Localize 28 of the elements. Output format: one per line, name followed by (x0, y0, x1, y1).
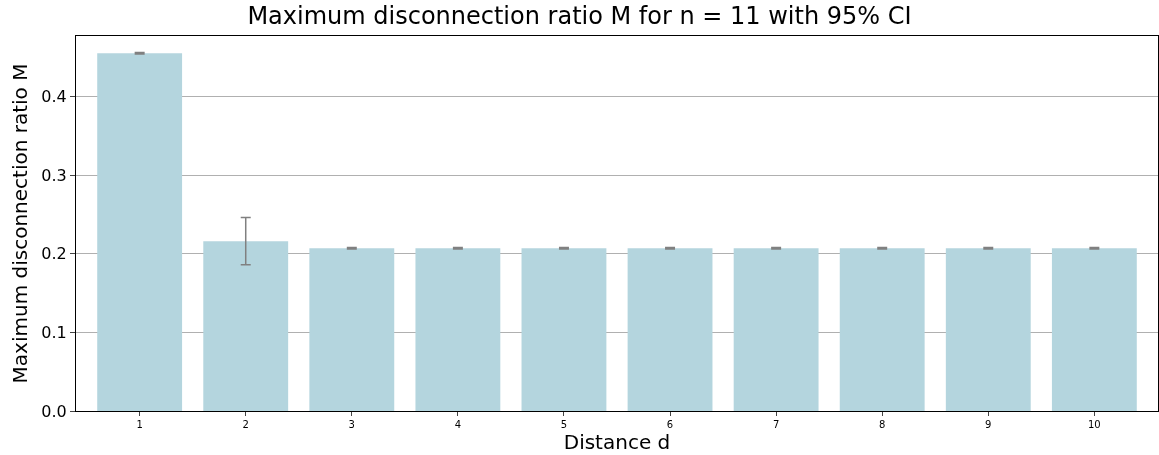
x-tick-label: 10 (1087, 419, 1101, 430)
x-tick-label: 1 (136, 419, 143, 430)
y-tick-label: 0.2 (41, 244, 67, 264)
bar (97, 53, 183, 411)
y-tick-label: 0.4 (41, 87, 67, 107)
y-axis-title: Maximum disconnection ratio M (7, 63, 32, 384)
x-axis-title: Distance d (563, 430, 671, 454)
bar (521, 248, 607, 411)
bar (415, 248, 501, 411)
x-tick-label: 6 (666, 419, 674, 430)
bar (1051, 248, 1137, 411)
y-tick-label: 0.3 (41, 165, 67, 185)
bar (309, 248, 395, 411)
x-tick-label: 7 (772, 419, 780, 430)
chart-title: Maximum disconnection ratio M for n = 11 with 95% CI (247, 1, 912, 30)
x-tick-label: 9 (985, 419, 992, 430)
bar (839, 248, 925, 411)
x-tick-label: 2 (242, 419, 249, 430)
bar (733, 248, 819, 411)
x-tick-label: 5 (560, 419, 568, 430)
x-tick-label: 4 (454, 419, 462, 430)
bar (203, 241, 289, 411)
x-tick-label: 3 (348, 419, 355, 430)
bar (627, 248, 713, 411)
x-tick-label: 8 (879, 419, 886, 430)
bar (945, 248, 1031, 411)
y-tick-label: 0.0 (41, 401, 67, 421)
y-tick-label: 0.1 (41, 322, 67, 342)
